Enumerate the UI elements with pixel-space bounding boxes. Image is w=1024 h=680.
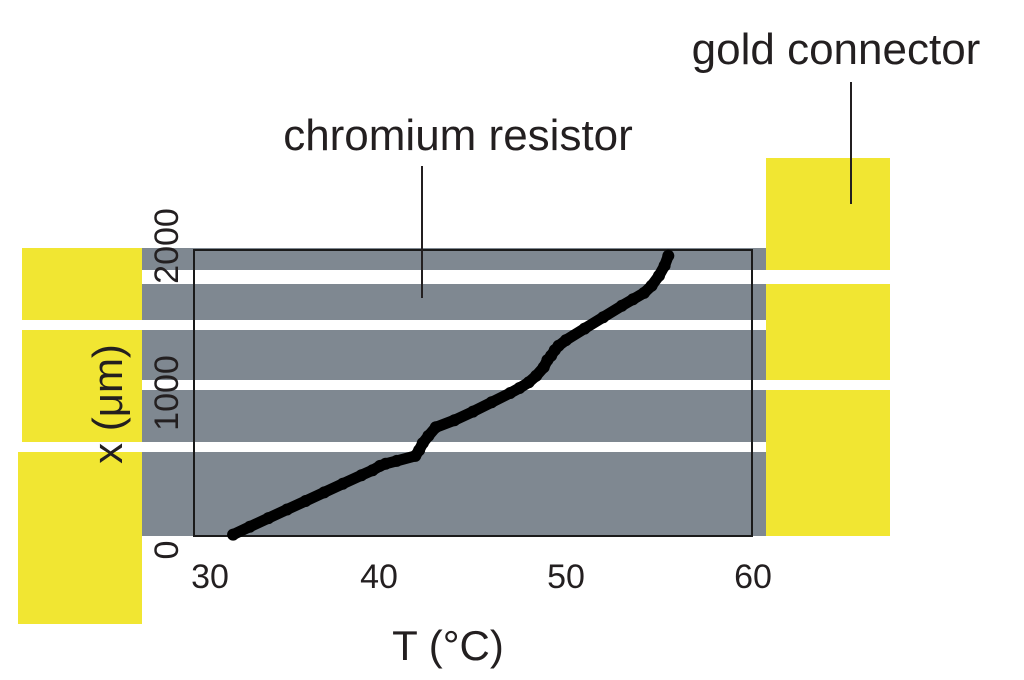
x-axis-title: T (°C) — [392, 622, 504, 669]
y-tick-1000: 1000 — [148, 355, 186, 431]
y-axis-title: x (μm) — [84, 344, 131, 464]
resistor-strip-1 — [142, 248, 766, 270]
x-tick-60: 60 — [734, 558, 772, 596]
plot-frame — [193, 249, 753, 537]
gold-pad-right-top — [766, 158, 890, 270]
gold-pad-right-middle — [766, 284, 890, 380]
x-tick-50: 50 — [547, 558, 585, 596]
x-tick-40: 40 — [360, 558, 398, 596]
gold-pad-right-bottom — [766, 390, 890, 536]
y-tick-2000: 2000 — [148, 208, 186, 284]
resistor-strip-5 — [142, 452, 766, 536]
y-tick-0: 0 — [148, 541, 186, 560]
annotation-chromium-resistor: chromium resistor — [283, 111, 633, 160]
annotation-gold-connector: gold connector — [692, 25, 981, 74]
gold-pad-left-top — [22, 248, 142, 320]
data-points — [227, 249, 675, 541]
data-trace-segment — [659, 250, 674, 272]
gold-pad-left-middle — [22, 330, 142, 442]
gold-pad-left-bottom — [18, 452, 142, 624]
resistor-strip-3 — [142, 330, 766, 380]
x-tick-30: 30 — [191, 558, 229, 596]
resistor-strip-2 — [142, 284, 766, 320]
